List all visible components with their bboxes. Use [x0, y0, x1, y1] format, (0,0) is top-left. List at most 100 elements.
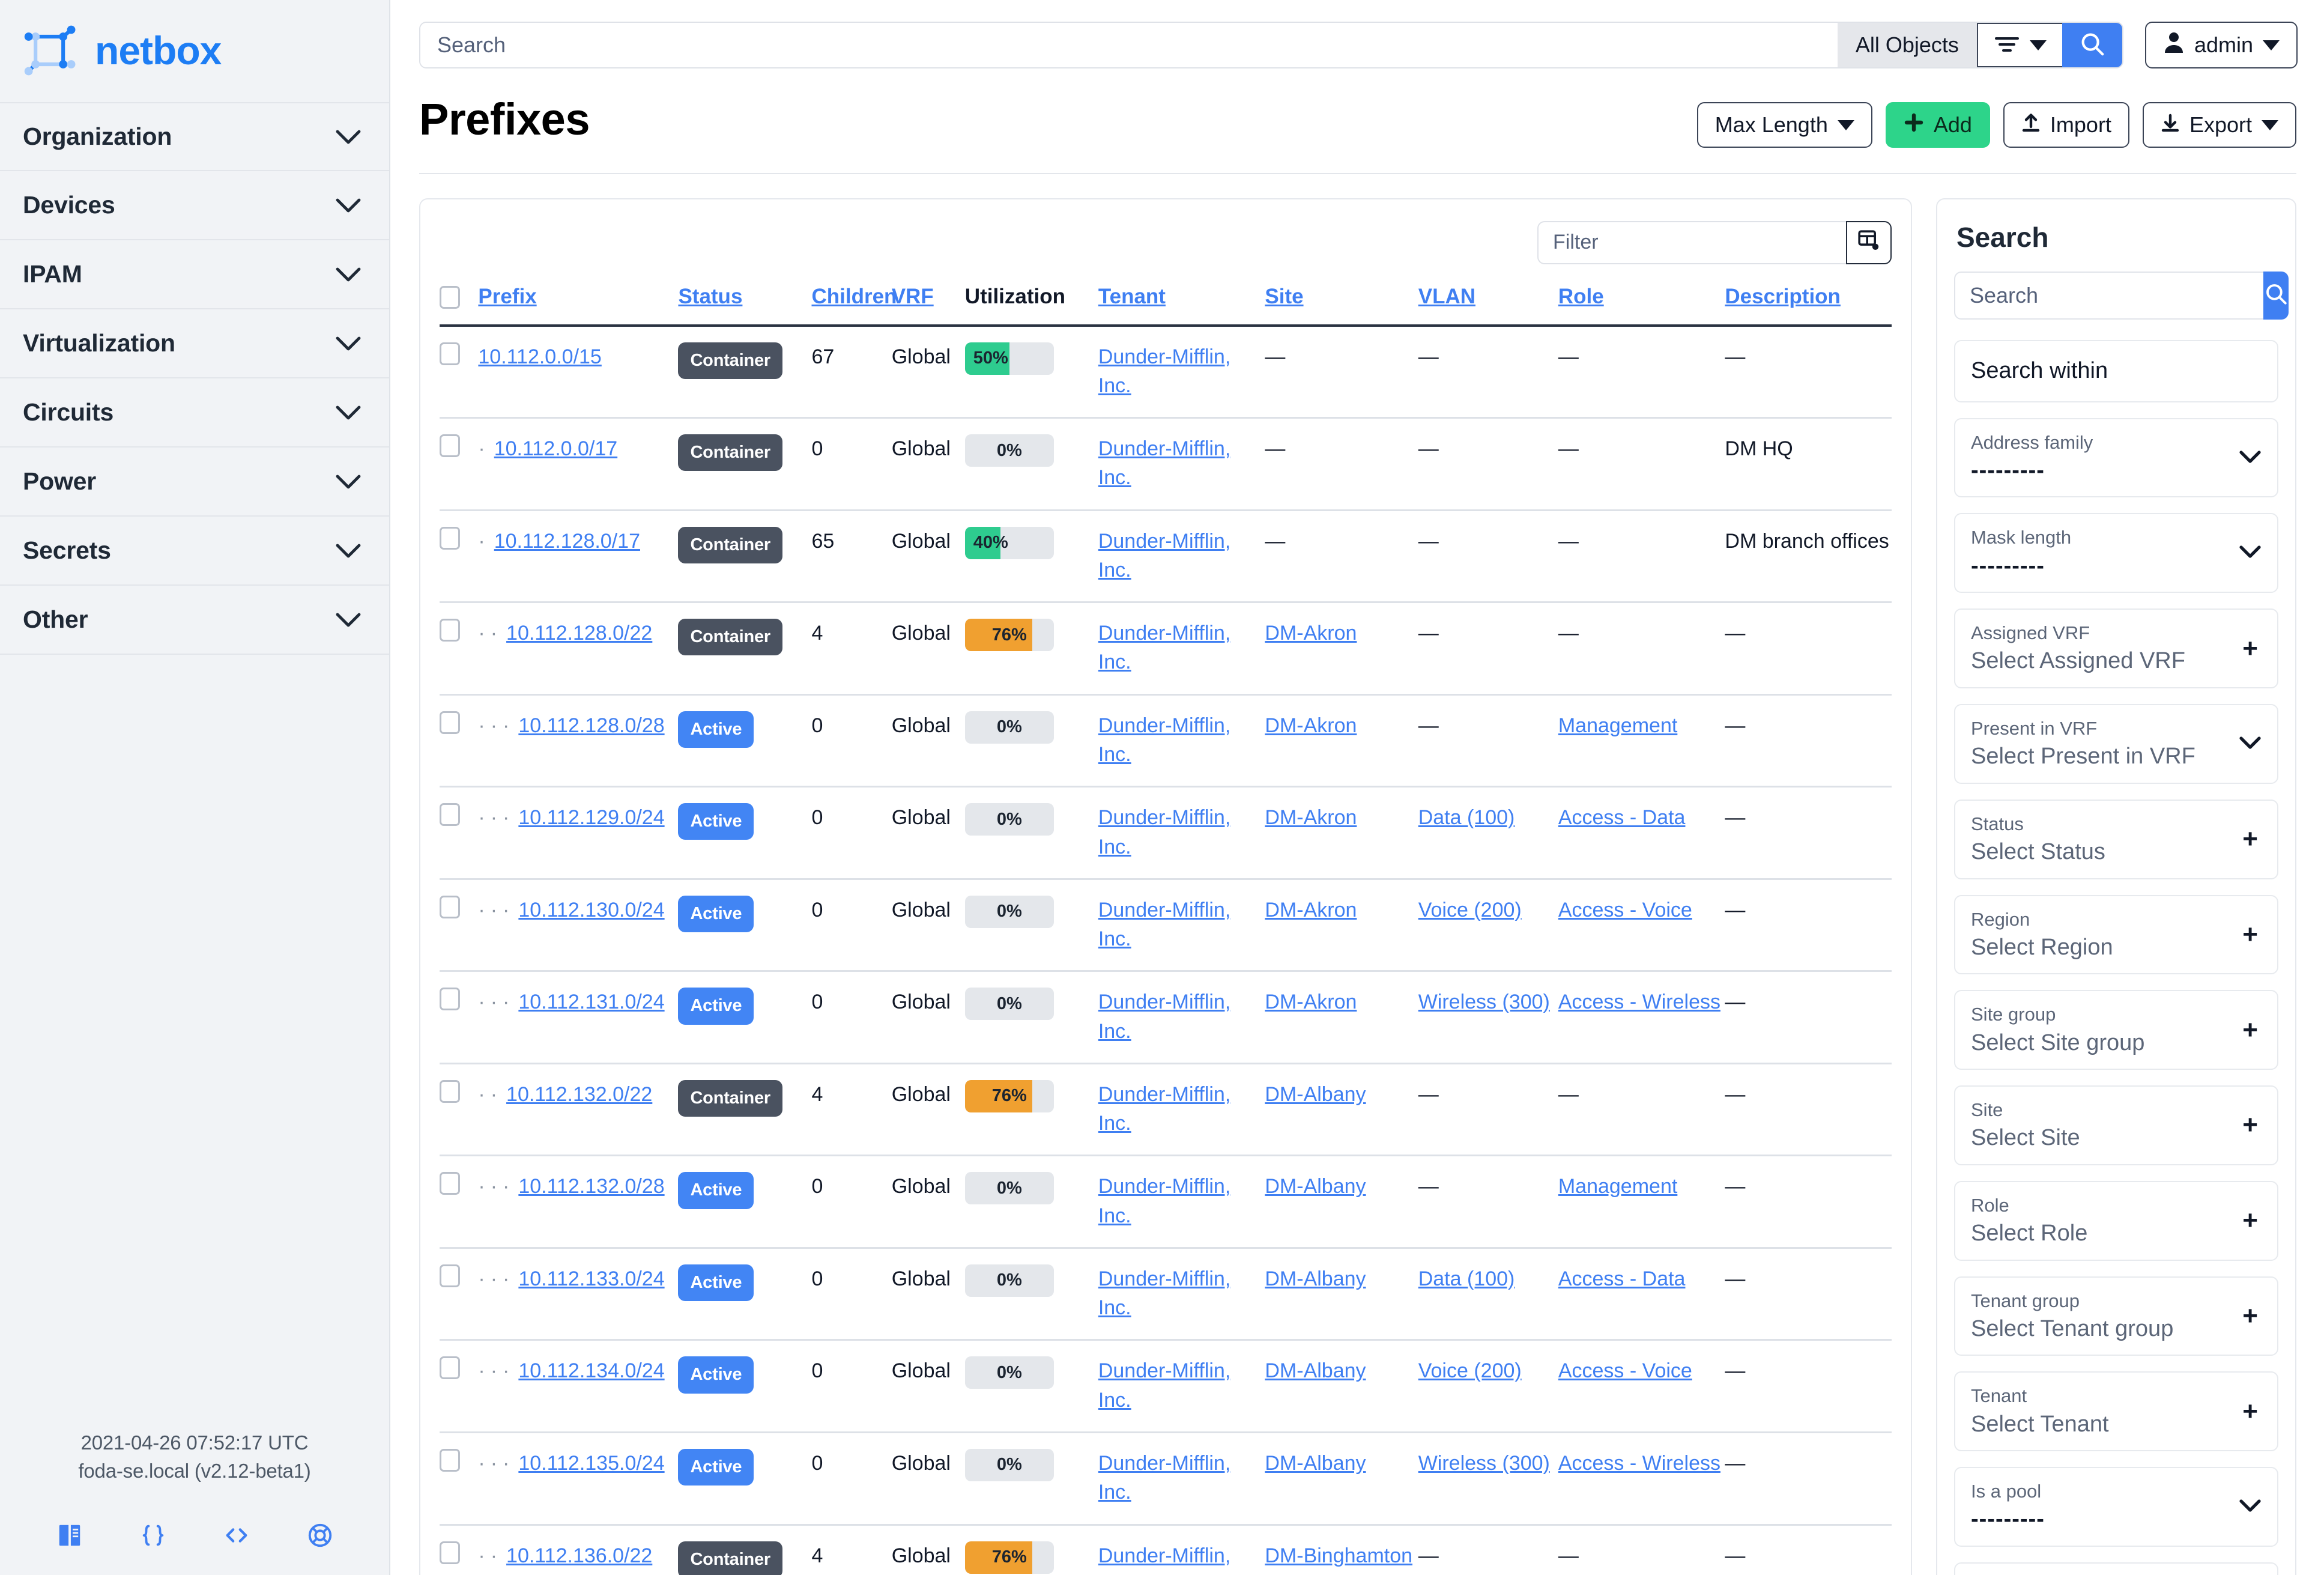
sidebar-item-ipam[interactable]: IPAM	[0, 240, 389, 309]
cell-tenant[interactable]: Dunder-Mifflin, Inc.	[1098, 1525, 1265, 1575]
cell-vlan-link[interactable]: Data (100)	[1418, 806, 1515, 830]
filter-field-tags[interactable]: Tags+	[1954, 1562, 2278, 1575]
row-checkbox[interactable]	[440, 1356, 460, 1380]
add-button[interactable]: Add	[1885, 102, 1990, 148]
filter-field-is-a-pool[interactable]: Is a pool ---------	[1954, 1467, 2278, 1547]
cell-tenant-link[interactable]: Dunder-Mifflin, Inc.	[1098, 1544, 1231, 1575]
cell-role[interactable]: Management	[1558, 694, 1725, 788]
cell-role-link[interactable]: Access - Data	[1558, 806, 1686, 830]
cell-site[interactable]: DM-Albany	[1265, 1063, 1418, 1157]
filter-field-address-family[interactable]: Address family ---------	[1954, 417, 2278, 498]
row-checkbox[interactable]	[440, 988, 460, 1011]
cell-role[interactable]: Access - Wireless	[1558, 1432, 1725, 1526]
cell-role[interactable]: Access - Wireless	[1558, 971, 1725, 1064]
cell-vlan-link[interactable]: Voice (200)	[1418, 1359, 1522, 1383]
cell-tenant[interactable]: Dunder-Mifflin, Inc.	[1098, 1248, 1265, 1341]
filter-field-present-in-vrf[interactable]: Present in VRF Select Present in VRF	[1954, 703, 2278, 784]
prefix-link[interactable]: 10.112.129.0/24	[518, 806, 665, 830]
cell-vlan[interactable]: Voice (200)	[1418, 879, 1558, 973]
filter-field-tenant-group[interactable]: Tenant group Select Tenant group +	[1954, 1276, 2278, 1356]
prefix-link[interactable]: 10.112.132.0/28	[518, 1175, 665, 1198]
cell-tenant-link[interactable]: Dunder-Mifflin, Inc.	[1098, 529, 1231, 581]
cell-tenant-link[interactable]: Dunder-Mifflin, Inc.	[1098, 806, 1231, 858]
book-icon[interactable]	[56, 1522, 83, 1552]
cell-role-link[interactable]: Access - Wireless	[1558, 1452, 1720, 1475]
column-header-vlan[interactable]: VLAN	[1418, 284, 1558, 327]
cell-site-link[interactable]: DM-Akron	[1265, 898, 1357, 921]
search-panel-submit-button[interactable]	[2263, 271, 2289, 320]
prefix-link[interactable]: 10.112.128.0/28	[518, 714, 665, 737]
cell-tenant-link[interactable]: Dunder-Mifflin, Inc.	[1098, 991, 1231, 1043]
sidebar-item-devices[interactable]: Devices	[0, 171, 389, 240]
cell-role[interactable]: Access - Data	[1558, 1248, 1725, 1341]
row-checkbox[interactable]	[440, 619, 460, 642]
prefix-link[interactable]: 10.112.131.0/24	[518, 991, 665, 1014]
select-all-checkbox[interactable]	[440, 285, 460, 309]
cell-tenant[interactable]: Dunder-Mifflin, Inc.	[1098, 1432, 1265, 1526]
filter-field-region[interactable]: Region Select Region +	[1954, 894, 2278, 975]
cell-role-link[interactable]: Access - Voice	[1558, 1359, 1692, 1383]
cell-site-link[interactable]: DM-Akron	[1265, 622, 1357, 645]
row-checkbox[interactable]	[440, 895, 460, 918]
cell-tenant[interactable]: Dunder-Mifflin, Inc.	[1098, 1155, 1265, 1249]
max-length-button[interactable]: Max Length	[1696, 102, 1872, 148]
cell-tenant[interactable]: Dunder-Mifflin, Inc.	[1098, 786, 1265, 880]
cell-tenant[interactable]: Dunder-Mifflin, Inc.	[1098, 510, 1265, 604]
column-header-children[interactable]: Children	[811, 284, 897, 327]
search-scope-label[interactable]: All Objects	[1837, 23, 1977, 67]
filter-field-status[interactable]: Status Select Status +	[1954, 799, 2278, 879]
prefix-link[interactable]: 10.112.132.0/22	[506, 1082, 653, 1106]
column-header-prefix[interactable]: Prefix	[478, 284, 679, 327]
cell-role-link[interactable]: Management	[1558, 1175, 1678, 1198]
cell-role[interactable]: Management	[1558, 1155, 1725, 1249]
cell-tenant[interactable]: Dunder-Mifflin, Inc.	[1098, 1063, 1265, 1157]
cell-vlan-link[interactable]: Voice (200)	[1418, 898, 1522, 921]
prefix-link[interactable]: 10.112.136.0/22	[506, 1544, 653, 1567]
cell-vlan-link[interactable]: Wireless (300)	[1418, 1452, 1550, 1475]
cell-site-link[interactable]: DM-Akron	[1265, 991, 1357, 1014]
cell-tenant-link[interactable]: Dunder-Mifflin, Inc.	[1098, 1175, 1231, 1227]
search-filter-dropdown[interactable]	[1976, 23, 2062, 67]
cell-vlan-link[interactable]: Wireless (300)	[1418, 991, 1550, 1014]
table-config-button[interactable]	[1846, 220, 1892, 264]
cell-role[interactable]: Access - Data	[1558, 786, 1725, 880]
row-checkbox[interactable]	[440, 1264, 460, 1287]
cell-tenant-link[interactable]: Dunder-Mifflin, Inc.	[1098, 1082, 1231, 1135]
cell-site-link[interactable]: DM-Albany	[1265, 1267, 1366, 1290]
braces-icon[interactable]	[139, 1522, 167, 1552]
row-checkbox[interactable]	[440, 803, 460, 827]
table-filter-input[interactable]	[1537, 220, 1846, 264]
cell-tenant-link[interactable]: Dunder-Mifflin, Inc.	[1098, 898, 1231, 951]
cell-site[interactable]: DM-Albany	[1265, 1155, 1418, 1249]
search-within-field[interactable]: Search within	[1954, 339, 2278, 402]
global-search-button[interactable]	[2062, 23, 2122, 67]
cell-site[interactable]: DM-Akron	[1265, 971, 1418, 1064]
column-header-site[interactable]: Site	[1265, 284, 1418, 327]
cell-site[interactable]: DM-Albany	[1265, 1248, 1418, 1341]
cell-tenant-link[interactable]: Dunder-Mifflin, Inc.	[1098, 1452, 1231, 1504]
cell-vlan[interactable]: Wireless (300)	[1418, 1432, 1558, 1526]
column-header-vrf[interactable]: VRF	[891, 284, 965, 327]
import-button[interactable]: Import	[2003, 102, 2129, 148]
sidebar-item-circuits[interactable]: Circuits	[0, 378, 389, 448]
user-menu-button[interactable]: admin	[2144, 22, 2298, 68]
search-panel-input[interactable]	[1954, 271, 2263, 320]
cell-role-link[interactable]: Access - Wireless	[1558, 991, 1720, 1014]
cell-tenant-link[interactable]: Dunder-Mifflin, Inc.	[1098, 1359, 1231, 1412]
cell-site-link[interactable]: DM-Albany	[1265, 1175, 1366, 1198]
row-checkbox[interactable]	[440, 1172, 460, 1195]
column-header-tenant[interactable]: Tenant	[1098, 284, 1265, 327]
export-button[interactable]: Export	[2142, 102, 2296, 148]
column-header-description[interactable]: Description	[1725, 284, 1892, 327]
filter-field-tenant[interactable]: Tenant Select Tenant +	[1954, 1371, 2278, 1452]
cell-role-link[interactable]: Access - Data	[1558, 1267, 1686, 1290]
cell-role-link[interactable]: Management	[1558, 714, 1678, 737]
cell-site-link[interactable]: DM-Akron	[1265, 714, 1357, 737]
prefix-link[interactable]: 10.112.0.0/15	[478, 345, 602, 368]
cell-tenant[interactable]: Dunder-Mifflin, Inc.	[1098, 417, 1265, 511]
sidebar-item-secrets[interactable]: Secrets	[0, 517, 389, 586]
sidebar-item-virtualization[interactable]: Virtualization	[0, 309, 389, 378]
cell-tenant[interactable]: Dunder-Mifflin, Inc.	[1098, 325, 1265, 419]
cell-site[interactable]: DM-Akron	[1265, 879, 1418, 973]
cell-vlan-link[interactable]: Data (100)	[1418, 1267, 1515, 1290]
